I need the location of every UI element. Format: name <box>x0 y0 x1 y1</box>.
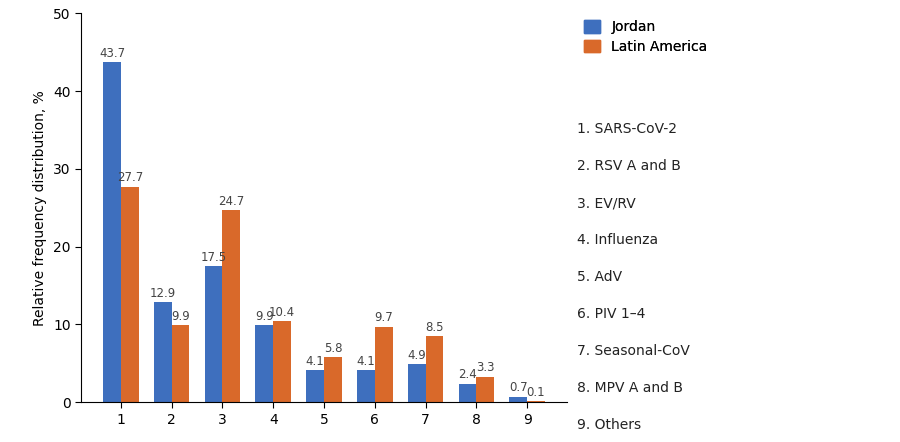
Bar <box>408 364 426 402</box>
Text: 9.9: 9.9 <box>171 310 190 323</box>
Text: 43.7: 43.7 <box>99 47 125 60</box>
Text: 10.4: 10.4 <box>269 306 295 319</box>
Bar <box>426 336 444 402</box>
Text: 6. PIV 1–4: 6. PIV 1–4 <box>577 307 645 321</box>
Y-axis label: Relative frequency distribution, %: Relative frequency distribution, % <box>33 90 48 326</box>
Bar <box>374 327 392 402</box>
Bar <box>121 187 139 402</box>
Text: 9. Others: 9. Others <box>577 418 641 432</box>
Text: 5. AdV: 5. AdV <box>577 270 622 284</box>
Text: 0.1: 0.1 <box>526 386 545 399</box>
Text: 3. EV/RV: 3. EV/RV <box>577 196 635 210</box>
Text: 2. RSV A and B: 2. RSV A and B <box>577 159 680 173</box>
Text: 27.7: 27.7 <box>117 171 143 184</box>
Bar <box>509 397 527 402</box>
Bar <box>476 377 494 402</box>
Bar <box>154 302 172 402</box>
Bar <box>222 210 240 402</box>
Bar <box>306 370 324 402</box>
Text: 9.7: 9.7 <box>374 312 393 324</box>
Text: 8.5: 8.5 <box>425 321 444 334</box>
Legend: Jordan, Latin America: Jordan, Latin America <box>584 20 707 54</box>
Text: 4.1: 4.1 <box>356 355 375 368</box>
Bar <box>527 401 544 402</box>
Text: 3.3: 3.3 <box>476 361 494 374</box>
Text: 8. MPV A and B: 8. MPV A and B <box>577 381 683 395</box>
Text: 24.7: 24.7 <box>218 195 245 208</box>
Text: 17.5: 17.5 <box>201 251 227 264</box>
Bar <box>459 384 476 402</box>
Text: 2.4: 2.4 <box>458 368 477 381</box>
Bar <box>274 321 291 402</box>
Text: 0.7: 0.7 <box>508 381 527 394</box>
Text: 5.8: 5.8 <box>324 342 342 355</box>
Text: 9.9: 9.9 <box>255 310 274 323</box>
Bar <box>357 370 374 402</box>
Bar <box>204 266 222 402</box>
Text: 4.9: 4.9 <box>408 349 426 362</box>
Text: 7. Seasonal-CoV: 7. Seasonal-CoV <box>577 344 689 358</box>
Bar <box>172 325 189 402</box>
Text: 1. SARS-CoV-2: 1. SARS-CoV-2 <box>577 122 677 136</box>
Bar <box>324 357 342 402</box>
Text: 4.1: 4.1 <box>306 355 325 368</box>
Bar <box>104 62 121 402</box>
Text: 4. Influenza: 4. Influenza <box>577 233 658 247</box>
Bar <box>256 325 274 402</box>
Text: 12.9: 12.9 <box>149 286 176 300</box>
